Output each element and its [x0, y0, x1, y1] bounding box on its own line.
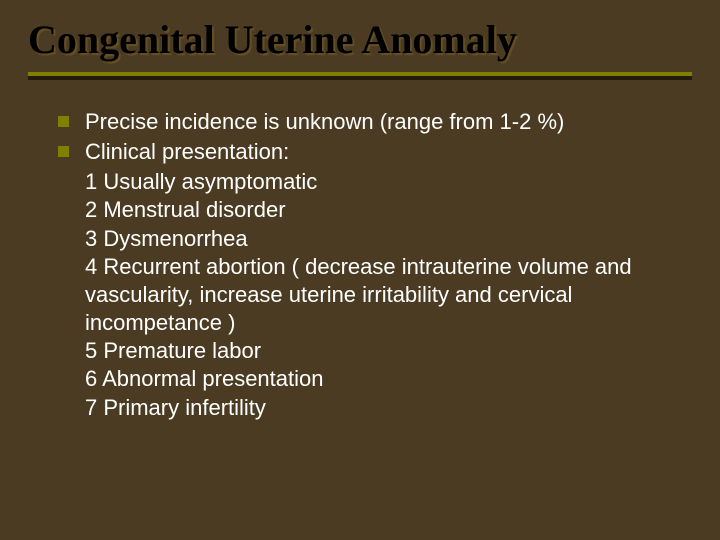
title-rule-shadow	[28, 76, 692, 80]
sub-item: 7 Primary infertility	[85, 394, 692, 422]
slide: Congenital Uterine Anomaly Precise incid…	[0, 0, 720, 540]
slide-content: Precise incidence is unknown (range from…	[28, 108, 692, 422]
square-bullet-icon	[58, 116, 69, 127]
sub-item: 6 Abnormal presentation	[85, 365, 692, 393]
bullet-text: Precise incidence is unknown (range from…	[85, 108, 564, 136]
sub-item: 5 Premature labor	[85, 337, 692, 365]
square-bullet-icon	[58, 146, 69, 157]
title-rule-line	[28, 72, 692, 76]
title-rule	[28, 72, 692, 82]
bullet-item: Precise incidence is unknown (range from…	[58, 108, 692, 136]
sub-item: 3 Dysmenorrhea	[85, 225, 692, 253]
bullet-text: Clinical presentation:	[85, 138, 289, 166]
sublist: 1 Usually asymptomatic 2 Menstrual disor…	[58, 168, 692, 421]
bullet-item: Clinical presentation:	[58, 138, 692, 166]
slide-title: Congenital Uterine Anomaly	[28, 18, 692, 62]
sub-item: 1 Usually asymptomatic	[85, 168, 692, 196]
sub-item: 4 Recurrent abortion ( decrease intraute…	[85, 253, 692, 337]
sub-item: 2 Menstrual disorder	[85, 196, 692, 224]
